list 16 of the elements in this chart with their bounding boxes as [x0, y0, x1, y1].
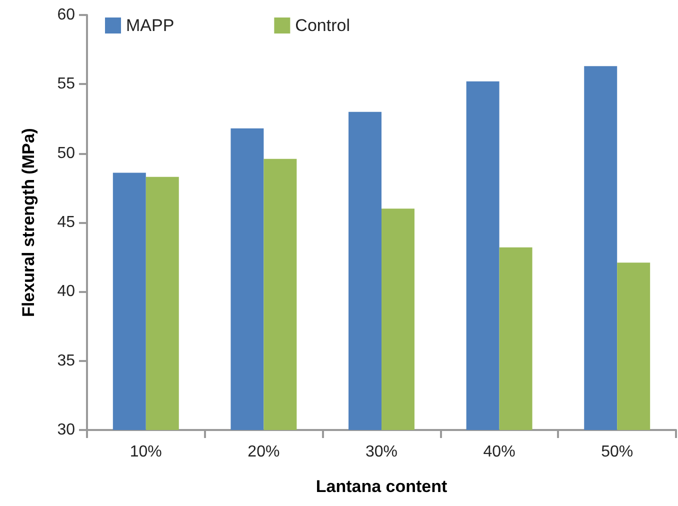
x-tick-label: 10%: [130, 444, 162, 460]
y-tick-label: 30: [57, 422, 76, 438]
x-tick-label: 40%: [483, 444, 516, 460]
y-tick-label: 55: [57, 76, 76, 93]
x-axis-title: Lantana content: [316, 477, 448, 496]
legend-label: MAPP: [126, 16, 174, 35]
legend-label: Control: [295, 16, 350, 35]
y-axis-title: Flexural strength (MPa): [19, 128, 38, 317]
y-tick-label: 35: [57, 352, 76, 370]
y-tick-label: 40: [57, 283, 76, 300]
x-tick-label: 30%: [365, 444, 398, 460]
x-tick-label: 20%: [248, 444, 280, 460]
y-tick-label: 45: [57, 214, 76, 231]
y-tick-label: 60: [57, 6, 76, 24]
x-tick-label: 50%: [601, 444, 634, 460]
y-tick-label: 50: [57, 144, 76, 162]
